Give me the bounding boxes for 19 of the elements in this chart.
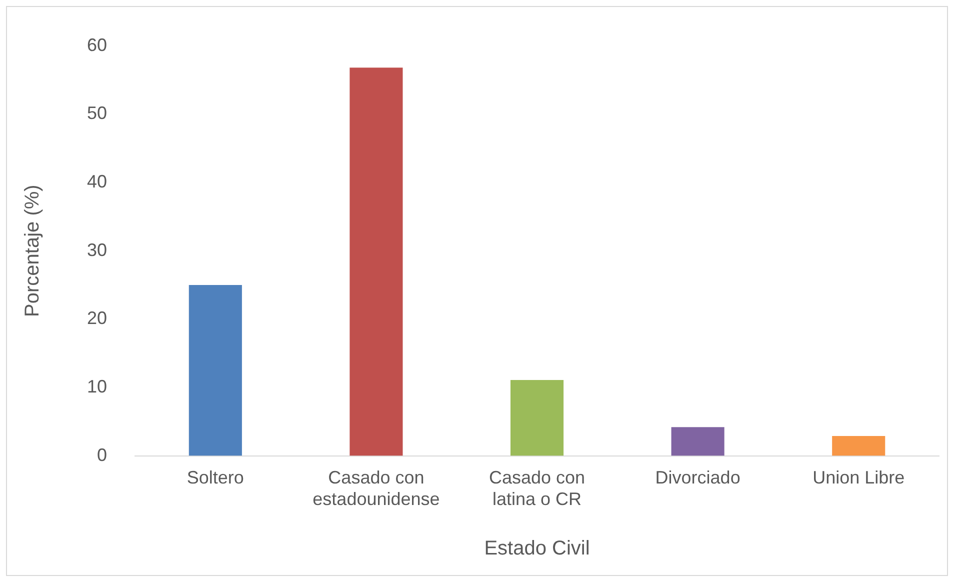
- x-tick-label: Union Libre: [812, 468, 905, 488]
- bar: [350, 68, 403, 456]
- bar: [188, 284, 242, 456]
- y-tick-label: 30: [86, 240, 108, 260]
- x-axis-title: Estado Civil: [484, 538, 590, 560]
- y-tick-label: 50: [86, 103, 108, 124]
- y-axis-title: Porcentaje (%): [22, 184, 44, 317]
- x-tick-label: Soltero: [186, 468, 244, 488]
- x-tick-label: Divorciado: [655, 468, 740, 488]
- y-tick-label: 0: [97, 444, 108, 465]
- bar: [832, 436, 886, 456]
- x-tick-label: Casado con estadounidense: [312, 468, 440, 510]
- bar: [671, 427, 724, 456]
- y-tick-label: 40: [86, 171, 108, 192]
- y-tick-label: 20: [86, 308, 108, 328]
- y-tick-label: 10: [86, 376, 108, 396]
- bar: [510, 380, 564, 456]
- y-tick-label: 60: [86, 34, 108, 55]
- x-tick-label: Casado con latina o CR: [488, 468, 586, 510]
